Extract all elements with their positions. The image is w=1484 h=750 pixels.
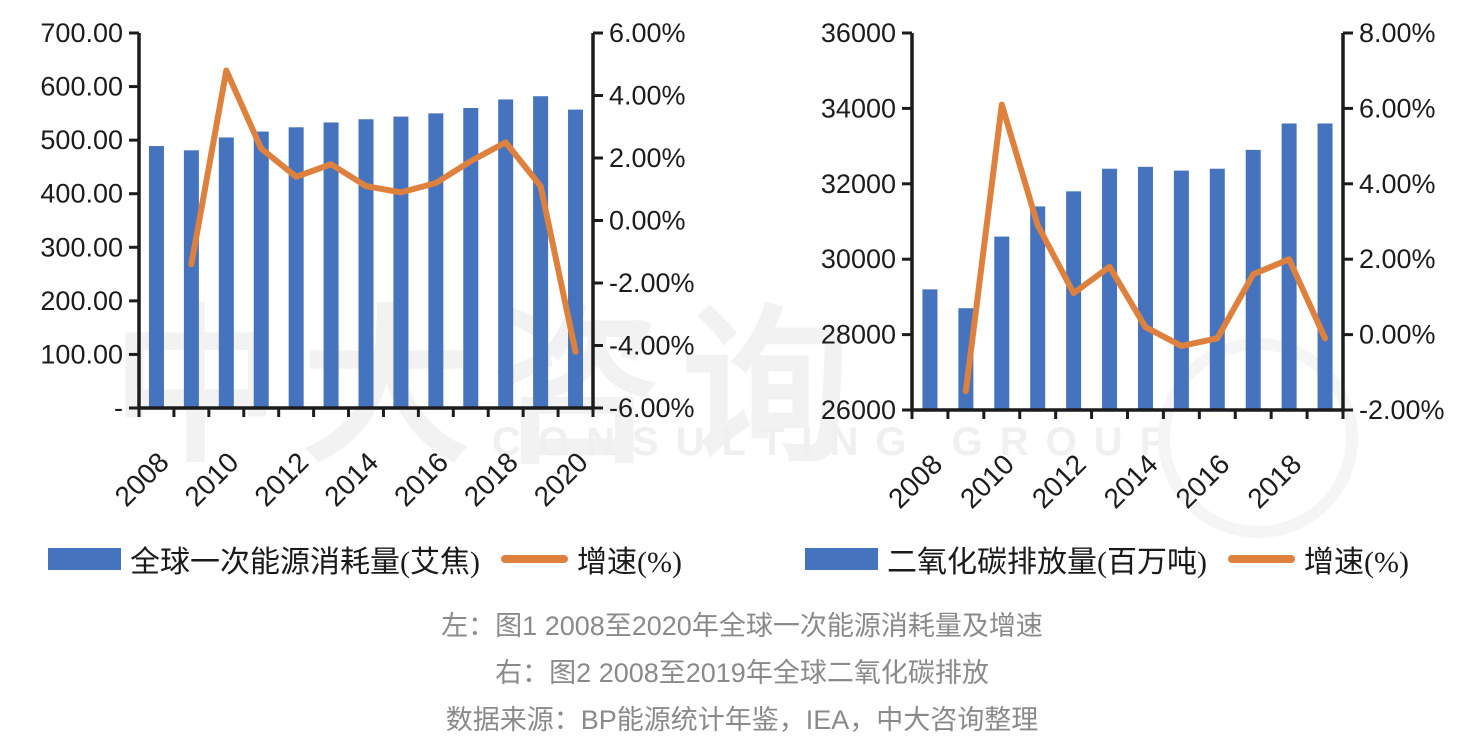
x-axis-year-label: 2010: [179, 446, 245, 512]
left-axis-tick-label: 500.00: [40, 125, 123, 155]
left-axis-tick-label: 100.00: [40, 339, 123, 369]
left-axis-tick-label: 300.00: [40, 232, 123, 262]
bar: [922, 289, 938, 410]
bar: [218, 137, 234, 408]
left-axis-tick-label: 32000: [821, 169, 896, 199]
x-axis-year-label: 2012: [248, 446, 314, 512]
left-axis-tick-label: -: [114, 393, 123, 423]
bar: [358, 119, 374, 408]
right-axis-tick-label: 6.00%: [609, 18, 686, 48]
caption-block: 左：图1 2008至2020年全球一次能源消耗量及增速 右：图2 2008至20…: [0, 603, 1484, 744]
x-axis-year-label: 2020: [528, 446, 594, 512]
right-axis-tick-label: 8.00%: [1359, 18, 1436, 48]
co2-chart-legend: 二氧化碳排放量(百万吨) 增速(%): [742, 537, 1484, 581]
left-axis-tick-label: 28000: [821, 320, 896, 350]
co2-line-legend-label: 增速(%): [1304, 546, 1409, 579]
bar: [498, 99, 514, 408]
bar: [393, 116, 409, 409]
bar: [1030, 206, 1046, 410]
left-axis-tick-label: 400.00: [40, 179, 123, 209]
watermark-chinese-text: 中大咨询: [112, 290, 872, 486]
bar: [148, 146, 164, 409]
bar: [1102, 168, 1118, 410]
co2-chart-plot: 36000 34000 32000 30000 28000 26000 8.00% 6.00%…: [821, 18, 1445, 514]
bar: [1137, 166, 1153, 410]
x-axis-year-label: 2012: [1026, 448, 1092, 514]
right-axis-tick-label: 6.00%: [1359, 93, 1436, 123]
right-axis-tick-label: -4.00%: [609, 331, 695, 361]
left-axis-tick-label: 700.00: [40, 18, 123, 48]
co2-line-legend-swatch: [1228, 555, 1295, 563]
caption-data-source: 数据来源：BP能源统计年鉴，IEA，中大咨询整理: [445, 705, 1039, 735]
bar: [1066, 191, 1082, 410]
bar: [428, 113, 444, 408]
co2-bar-legend-swatch: [805, 548, 879, 570]
growth-line: [188, 67, 579, 355]
bar: [568, 109, 584, 408]
energy-line-legend-swatch: [501, 555, 568, 563]
bar: [253, 131, 269, 409]
x-axis-year-label: 2018: [458, 446, 524, 512]
energy-line-legend-label: 增速(%): [577, 546, 682, 579]
caption-left-figure: 左：图1 2008至2020年全球一次能源消耗量及增速: [441, 611, 1043, 641]
right-axis-tick-label: -2.00%: [609, 268, 695, 298]
x-axis-year-label: 2018: [1241, 448, 1307, 514]
x-axis-year-label: 2016: [1170, 448, 1236, 514]
bar: [288, 127, 304, 409]
caption-right-figure: 右：图2 2008至2019年全球二氧化碳排放: [495, 658, 989, 688]
right-axis-tick-label: 4.00%: [609, 81, 686, 111]
legend-row: 全球一次能源消耗量(艾焦) 增速(%) 二氧化碳排放量(百万吨) 增速(%): [0, 537, 1484, 581]
bar: [1173, 170, 1189, 410]
x-axis-year-label: 2008: [109, 446, 175, 512]
energy-chart-legend: 全球一次能源消耗量(艾焦) 增速(%): [0, 537, 742, 581]
right-axis-tick-label: -2.00%: [1359, 395, 1445, 425]
right-axis-tick-label: 0.00%: [609, 206, 686, 236]
x-axis-year-label: 2010: [954, 448, 1020, 514]
x-axis-year-label: 2014: [1098, 448, 1164, 514]
bar: [183, 150, 199, 409]
bar: [1209, 168, 1225, 410]
growth-line: [962, 101, 1329, 395]
right-axis-tick-label: 2.00%: [1359, 244, 1436, 274]
x-axis-year-label: 2008: [882, 448, 948, 514]
energy-bar-legend-swatch: [48, 548, 122, 570]
right-axis-tick-label: 0.00%: [1359, 320, 1436, 350]
bar: [533, 96, 549, 408]
watermark-consulting-group-text: CONSULTING GROUP: [492, 420, 1184, 464]
left-axis-tick-label: 600.00: [40, 72, 123, 102]
bar: [323, 122, 339, 408]
right-axis-tick-label: -6.00%: [609, 393, 695, 423]
dual-combo-chart: 700.00 600.00 500.00 400.00 300.00 200.00 100.…: [40, 18, 1445, 514]
x-axis-year-label: 2016: [388, 446, 454, 512]
bar: [463, 108, 479, 408]
bar: [994, 236, 1010, 410]
bar: [1281, 123, 1297, 410]
right-axis-tick-label: 2.00%: [609, 143, 686, 173]
right-axis-tick-label: 4.00%: [1359, 169, 1436, 199]
bar: [1317, 123, 1333, 410]
left-axis-tick-label: 36000: [821, 18, 896, 48]
left-axis-tick-label: 26000: [821, 395, 896, 425]
left-axis-tick-label: 200.00: [40, 286, 123, 316]
energy-chart-plot: 700.00 600.00 500.00 400.00 300.00 200.00 100.…: [40, 18, 694, 512]
axis-spines: [910, 33, 1345, 412]
co2-bar-legend-label: 二氧化碳排放量(百万吨): [887, 546, 1207, 579]
energy-bar-legend-label: 全球一次能源消耗量(艾焦): [130, 546, 480, 579]
left-axis-tick-label: 30000: [821, 244, 896, 274]
x-axis-year-label: 2014: [318, 446, 384, 512]
left-axis-tick-label: 34000: [821, 93, 896, 123]
